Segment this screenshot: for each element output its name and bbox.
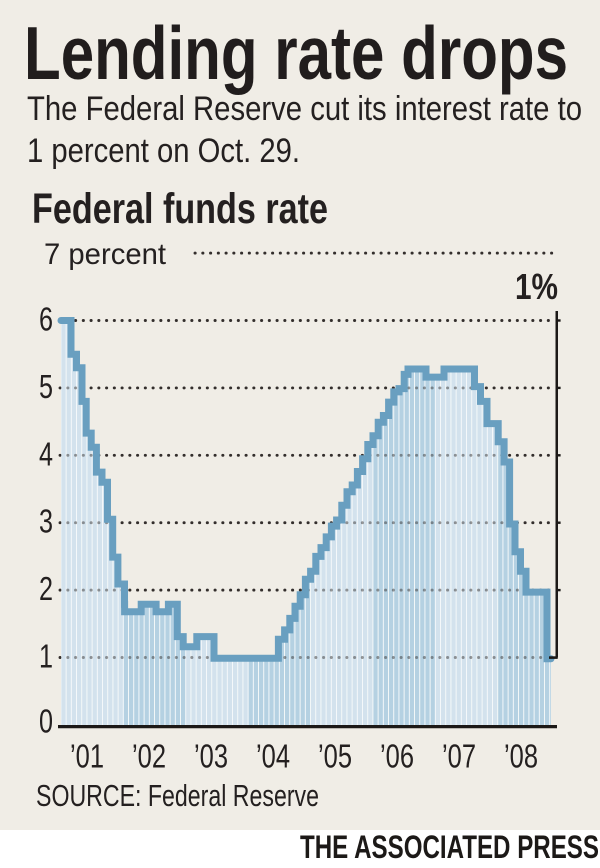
svg-text:3: 3 xyxy=(39,503,53,540)
svg-text:’03: ’03 xyxy=(194,738,228,775)
svg-text:’01: ’01 xyxy=(70,738,104,775)
svg-text:7 percent: 7 percent xyxy=(44,238,167,271)
svg-text:’06: ’06 xyxy=(380,738,414,775)
svg-text:’08: ’08 xyxy=(504,738,538,775)
svg-text:2: 2 xyxy=(39,570,53,607)
svg-text:’04: ’04 xyxy=(256,738,290,775)
svg-text:SOURCE: Federal Reserve: SOURCE: Federal Reserve xyxy=(36,778,319,813)
svg-text:Federal funds rate: Federal funds rate xyxy=(32,185,328,233)
svg-text:1: 1 xyxy=(39,638,53,675)
svg-text:Lending rate drops: Lending rate drops xyxy=(24,11,568,95)
svg-text:5: 5 xyxy=(39,368,53,405)
svg-text:The Federal Reserve cut its in: The Federal Reserve cut its interest rat… xyxy=(27,90,582,128)
svg-text:’02: ’02 xyxy=(132,738,166,775)
svg-text:1%: 1% xyxy=(515,266,558,307)
svg-text:THE ASSOCIATED PRESS: THE ASSOCIATED PRESS xyxy=(300,829,599,865)
svg-text:’07: ’07 xyxy=(442,738,476,775)
svg-text:6: 6 xyxy=(39,301,53,338)
svg-text:’05: ’05 xyxy=(318,738,352,775)
svg-text:0: 0 xyxy=(39,703,53,740)
svg-text:4: 4 xyxy=(39,435,53,472)
svg-text:1 percent on Oct. 29.: 1 percent on Oct. 29. xyxy=(27,132,300,170)
